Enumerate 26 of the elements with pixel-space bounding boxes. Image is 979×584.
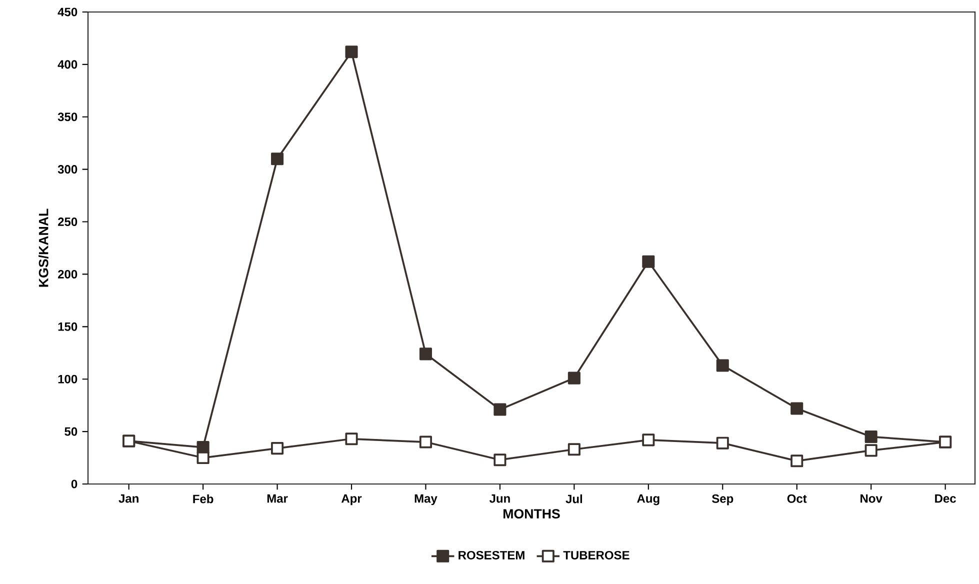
legend-label: TUBEROSE [563, 550, 630, 560]
y-tick-label: 150 [58, 322, 78, 331]
x-tick-label: Sep [712, 494, 734, 506]
x-tick-label: Jun [489, 494, 510, 503]
y-tick-label: 250 [58, 218, 78, 226]
y-tick-label: 400 [58, 60, 78, 69]
x-tick-label: May [414, 494, 438, 506]
y-tick-label: 50 [64, 427, 78, 436]
y-tick-label: 200 [58, 270, 78, 278]
y-tick-label: 450 [58, 8, 78, 16]
legend-label: ROSESTEM [458, 550, 524, 560]
y-tick-label: 300 [58, 165, 78, 174]
x-tick-label: Oct [787, 494, 807, 503]
y-axis-title: KGS/KANAL [38, 208, 48, 287]
y-tick-label: 350 [58, 112, 78, 122]
x-tick-label: Mar [267, 494, 288, 503]
y-tick-label: 0 [71, 480, 78, 488]
x-axis-title: MONTHS [504, 509, 560, 519]
x-tick-label: Aug [637, 494, 660, 506]
x-tick-label: Jan [118, 494, 138, 503]
x-tick-label: Apr [341, 494, 362, 506]
x-tick-label: Feb [193, 494, 214, 504]
x-tick-label: Jul [566, 494, 582, 504]
x-tick-label: Dec [935, 494, 956, 503]
y-tick-label: 100 [58, 374, 78, 384]
x-tick-label: Nov [860, 494, 882, 503]
